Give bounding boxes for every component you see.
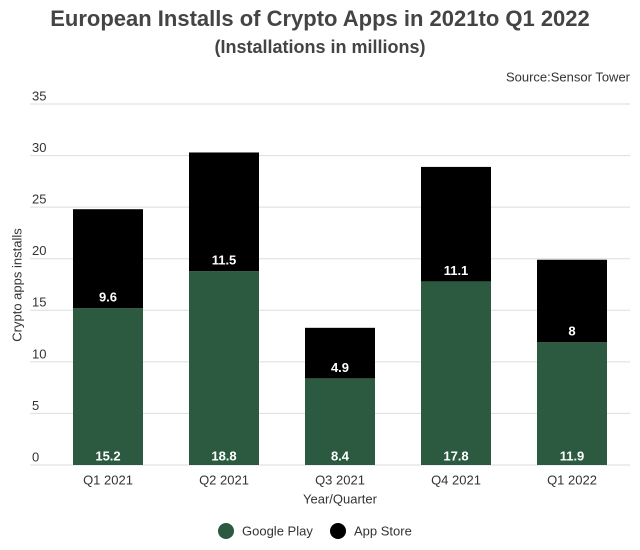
bar-segment	[189, 152, 259, 272]
y-tick-label: 30	[32, 140, 46, 155]
data-label: 17.8	[443, 448, 468, 463]
legend-label: Google Play	[242, 523, 313, 538]
legend-swatch	[218, 523, 234, 539]
bar-segment	[537, 259, 607, 343]
bar-segment	[189, 271, 259, 465]
y-tick-label: 35	[32, 88, 46, 103]
y-tick-label: 20	[32, 243, 46, 258]
data-label: 15.2	[95, 448, 120, 463]
y-axis-label: Crypto apps installs	[9, 228, 24, 342]
bar-segment	[305, 327, 375, 379]
x-tick-label: Q3 2021	[315, 472, 365, 487]
bar-segment	[305, 378, 375, 465]
y-tick-label: 15	[32, 295, 46, 310]
data-label: 4.9	[331, 360, 349, 375]
data-label: 18.8	[211, 448, 236, 463]
data-label: 11.1	[444, 263, 469, 278]
y-tick-label: 0	[32, 449, 39, 464]
data-label: 9.6	[99, 290, 117, 305]
legend-label: App Store	[354, 523, 412, 538]
x-tick-label: Q1 2022	[547, 472, 597, 487]
y-tick-label: 25	[32, 192, 46, 207]
source: Source:Sensor Tower	[506, 69, 631, 84]
bar-segment	[73, 308, 143, 465]
x-axis-label: Year/Quarter	[303, 491, 378, 506]
data-label: 8	[568, 324, 575, 339]
legend-swatch	[330, 523, 346, 539]
x-tick-label: Q2 2021	[199, 472, 249, 487]
chart-title: European Installs of Crypto Apps in 2021…	[50, 6, 590, 31]
data-label: 11.5	[212, 253, 237, 268]
bar-segment	[421, 166, 491, 282]
bar-segment	[421, 281, 491, 465]
x-tick-label: Q1 2021	[83, 472, 133, 487]
y-tick-label: 10	[32, 346, 46, 361]
bar-segment	[537, 342, 607, 465]
data-label: 11.9	[560, 448, 585, 463]
bar-segment	[73, 209, 143, 309]
x-tick-label: Q4 2021	[431, 472, 481, 487]
chart-subtitle: (Installations in millions)	[214, 37, 425, 57]
data-label: 8.4	[331, 448, 350, 463]
y-tick-label: 5	[32, 398, 39, 413]
